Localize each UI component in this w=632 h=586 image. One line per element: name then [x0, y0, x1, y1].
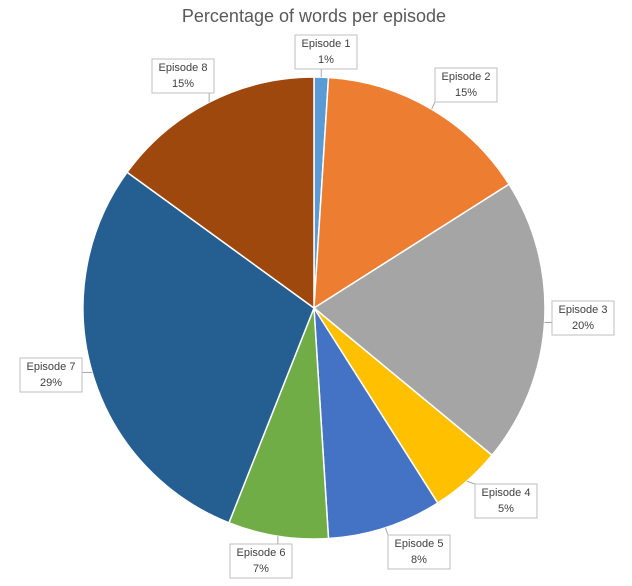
category-label: Episode 7 [27, 361, 76, 373]
label-box [387, 534, 451, 570]
value-label: 15% [172, 78, 194, 90]
category-label: Episode 1 [302, 38, 351, 50]
label-box [19, 357, 83, 393]
pie-slice [312, 183, 546, 457]
label-box [551, 300, 615, 336]
value-label: 20% [572, 320, 594, 332]
label-box [151, 58, 215, 94]
category-label: Episode 3 [559, 304, 608, 316]
category-label: Episode 6 [237, 547, 286, 559]
value-label: 29% [40, 377, 62, 389]
leader-line [431, 101, 436, 110]
pie-slice [126, 76, 315, 310]
leader-line [384, 527, 389, 536]
label-box [229, 543, 293, 579]
category-label: Episode 5 [395, 538, 444, 550]
leader-line [466, 480, 476, 485]
label-box [434, 67, 498, 103]
chart-title: Percentage of words per episode [182, 6, 446, 26]
category-label: Episode 4 [482, 487, 531, 499]
value-label: 8% [411, 554, 427, 566]
value-label: 5% [498, 503, 514, 515]
value-label: 1% [318, 54, 334, 66]
label-box [294, 34, 358, 70]
pie-slice [82, 171, 315, 524]
category-label: Episode 8 [159, 62, 208, 74]
category-label: Episode 2 [442, 71, 491, 83]
pie-slice [227, 307, 330, 540]
label-box [474, 483, 538, 519]
value-label: 7% [253, 563, 269, 575]
value-label: 15% [455, 87, 477, 99]
